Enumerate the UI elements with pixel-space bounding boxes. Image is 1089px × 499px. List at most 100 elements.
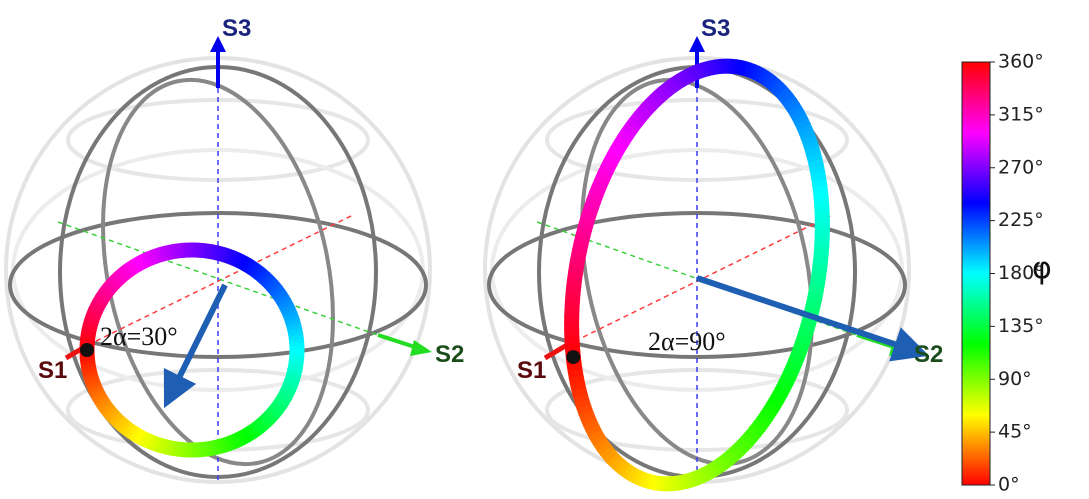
ring-segment: [246, 424, 259, 440]
ring-segment: [125, 260, 138, 276]
ring-segment: [249, 422, 262, 437]
ring-segment: [573, 393, 590, 405]
ring-segment: [564, 293, 581, 303]
ring-segment: [571, 387, 588, 399]
colorbar-label: φ: [1032, 251, 1052, 286]
ring-segment: [135, 255, 147, 271]
poincare-sphere: S3 S1 S2 2α=90°: [483, 15, 943, 492]
ring-segment: [762, 73, 777, 89]
ring-segment: [237, 429, 249, 445]
s1-label: S1: [517, 357, 546, 384]
start-point: [566, 350, 581, 365]
ring-segment: [98, 286, 114, 300]
ring-segment: [113, 270, 127, 285]
ring-segment: [567, 369, 584, 380]
ring-segment: [87, 306, 103, 317]
ring-segment: [259, 413, 274, 428]
ring-segment: [794, 117, 811, 131]
colorbar-tick-label: 0°: [998, 474, 1020, 496]
s3-label: S3: [222, 15, 251, 42]
ring-segment: [812, 254, 829, 265]
ring-segment: [807, 157, 824, 169]
ring-segment: [89, 302, 105, 314]
ring-segment: [580, 414, 598, 428]
ring-segment: [621, 463, 635, 480]
annotation: 2α=90°: [648, 327, 726, 356]
ring-segment: [603, 449, 619, 464]
ring-segment: [568, 375, 585, 386]
ring-segment: [122, 263, 135, 278]
ring-segment: [778, 90, 794, 105]
ring-segment: [574, 398, 592, 411]
ring-segment: [786, 103, 803, 117]
ring-segment: [145, 250, 156, 266]
ring-segment: [766, 76, 781, 92]
ring-segment: [138, 253, 150, 269]
ring-segment: [756, 68, 769, 84]
s2-head: [410, 340, 432, 356]
ring-segment: [809, 275, 826, 287]
equator: [8, 211, 428, 359]
annotation: 2α=30°: [100, 322, 178, 351]
ring-segment: [569, 255, 586, 268]
ring-segment: [804, 145, 821, 157]
ring-segment: [276, 392, 292, 404]
ring-segment: [254, 418, 268, 433]
ring-segment: [272, 398, 288, 411]
stokes-vector: [696, 275, 930, 362]
ring-segment: [282, 380, 298, 391]
ring-segment: [105, 278, 120, 292]
ring-segment: [800, 134, 818, 146]
ring-segment: [231, 432, 242, 449]
ring-segment: [591, 433, 608, 447]
ring-segment: [796, 122, 814, 136]
ring-segment: [745, 62, 756, 79]
ring-segment: [234, 431, 246, 447]
ring-segment: [153, 247, 162, 264]
colorbar-tick-label: 315°: [998, 103, 1044, 125]
ring-segment: [769, 79, 784, 95]
ring-segment: [262, 411, 276, 425]
ring-segment: [585, 424, 603, 438]
ring-segment: [131, 256, 144, 273]
colorbar-tick-label: 180°: [998, 262, 1044, 284]
ring-segment: [270, 400, 286, 414]
ring-segment: [94, 293, 110, 305]
ring-segment: [90, 299, 106, 311]
ring-segment: [243, 426, 256, 442]
ring-segment: [807, 289, 824, 302]
ring-segment: [759, 70, 773, 87]
ring-segment: [593, 437, 610, 452]
ring-segment: [600, 445, 616, 460]
ring-segment: [100, 283, 116, 297]
ring-segment: [752, 66, 765, 82]
s2-arrow: [377, 333, 419, 350]
ring-segment: [613, 458, 628, 474]
ring-segment: [225, 435, 235, 452]
ring-segment: [811, 261, 828, 272]
ring-segment: [278, 389, 294, 401]
ring-segment: [802, 139, 820, 152]
ring-segment: [808, 282, 825, 295]
ring-segment: [86, 309, 102, 320]
ring-segment: [781, 94, 798, 109]
meridian: [580, 77, 814, 467]
ring-segment: [798, 128, 816, 141]
ring-segment: [578, 409, 596, 422]
colorbar-tick-label: 225°: [998, 209, 1044, 231]
ring-segment: [642, 472, 652, 489]
ring-segment: [268, 403, 284, 417]
equator: [487, 211, 907, 359]
colorbar-tick-label: 45°: [998, 421, 1032, 443]
ring-segment: [281, 383, 297, 394]
ring-segment: [813, 247, 830, 257]
ring-segment: [142, 251, 153, 268]
ring-segment: [567, 270, 584, 282]
colorbar: [961, 61, 991, 486]
ring-segment: [228, 434, 239, 450]
colorbar-tick-label: 135°: [998, 315, 1044, 337]
ring-segment: [566, 278, 583, 289]
ring-segment: [791, 112, 809, 126]
ring-segment: [772, 82, 788, 98]
colorbar-tick-label: 360°: [998, 51, 1044, 73]
